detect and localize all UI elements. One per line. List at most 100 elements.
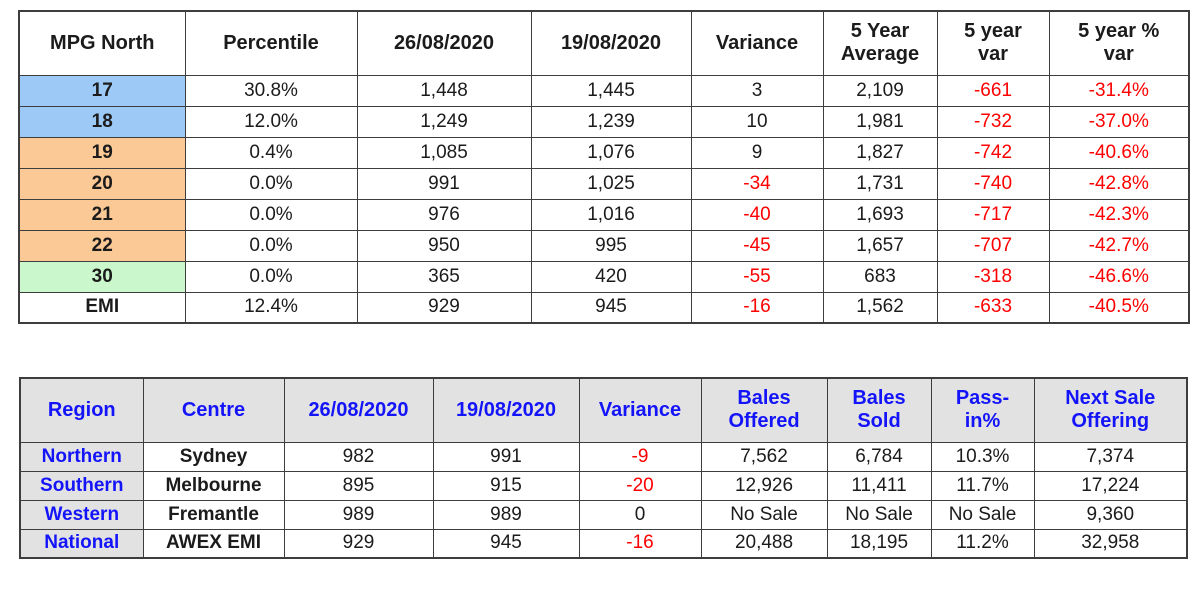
column-header-variance: Variance — [578, 377, 702, 443]
data-cell: 1,076 — [530, 136, 692, 169]
table-header-row: Region Centre 26/08/2020 19/08/2020 Vari… — [19, 377, 1188, 443]
column-header-bales-offered: Bales Offered — [700, 377, 828, 443]
column-header-date-current: 26/08/2020 — [283, 377, 434, 443]
data-cell: 7,374 — [1033, 441, 1188, 472]
data-cell: -707 — [936, 229, 1050, 262]
data-cell: 12.4% — [184, 291, 358, 324]
mpg-label: 18 — [18, 105, 186, 138]
data-cell: 365 — [356, 260, 532, 293]
column-header-centre: Centre — [142, 377, 285, 443]
data-cell: -42.8% — [1048, 167, 1190, 200]
data-cell: 1,657 — [822, 229, 938, 262]
data-cell: 10.3% — [930, 441, 1035, 472]
mpg-label: EMI — [18, 291, 186, 324]
table-row: 18 12.0% 1,249 1,239 10 1,981 -732 -37.0… — [18, 105, 1190, 138]
mpg-label: 17 — [18, 74, 186, 107]
column-header-date-previous: 19/08/2020 — [432, 377, 580, 443]
data-cell: 2,109 — [822, 74, 938, 107]
data-cell: 17,224 — [1033, 470, 1188, 501]
data-cell: 1,085 — [356, 136, 532, 169]
mpg-label: 22 — [18, 229, 186, 262]
data-cell: 1,249 — [356, 105, 532, 138]
data-cell: -16 — [578, 528, 702, 559]
data-cell: 11,411 — [826, 470, 932, 501]
data-cell: 10 — [690, 105, 824, 138]
data-cell: 3 — [690, 74, 824, 107]
data-cell: -740 — [936, 167, 1050, 200]
data-cell: 989 — [283, 499, 434, 530]
table-row: 22 0.0% 950 995 -45 1,657 -707 -42.7% — [18, 229, 1190, 262]
data-cell: -42.7% — [1048, 229, 1190, 262]
regional-summary-table: Region Centre 26/08/2020 19/08/2020 Vari… — [19, 377, 1188, 559]
column-header-5yr-var: 5 year var — [936, 10, 1050, 76]
data-cell: 929 — [283, 528, 434, 559]
data-cell: 0 — [578, 499, 702, 530]
table-row: 19 0.4% 1,085 1,076 9 1,827 -742 -40.6% — [18, 136, 1190, 169]
data-cell: -633 — [936, 291, 1050, 324]
column-header-mpg-north: MPG North — [18, 10, 186, 76]
data-cell: -742 — [936, 136, 1050, 169]
data-cell: -46.6% — [1048, 260, 1190, 293]
data-cell: 989 — [432, 499, 580, 530]
column-header-5yr-pct-var: 5 year % var — [1048, 10, 1190, 76]
column-header-5yr-average: 5 Year Average — [822, 10, 938, 76]
data-cell: 895 — [283, 470, 434, 501]
table-row: Northern Sydney 982 991 -9 7,562 6,784 1… — [19, 441, 1188, 472]
data-cell: 1,562 — [822, 291, 938, 324]
data-cell: 1,239 — [530, 105, 692, 138]
data-cell: No Sale — [826, 499, 932, 530]
data-cell: 991 — [356, 167, 532, 200]
data-cell: -42.3% — [1048, 198, 1190, 231]
data-cell: 1,025 — [530, 167, 692, 200]
data-cell: -40.6% — [1048, 136, 1190, 169]
data-cell: 18,195 — [826, 528, 932, 559]
region-label: National — [19, 528, 144, 559]
table-row: Southern Melbourne 895 915 -20 12,926 11… — [19, 470, 1188, 501]
column-header-next-sale-offering: Next Sale Offering — [1033, 377, 1188, 443]
data-cell: 915 — [432, 470, 580, 501]
table-row: EMI 12.4% 929 945 -16 1,562 -633 -40.5% — [18, 291, 1190, 324]
column-header-percentile: Percentile — [184, 10, 358, 76]
mpg-label: 19 — [18, 136, 186, 169]
data-cell: 420 — [530, 260, 692, 293]
data-cell: 32,958 — [1033, 528, 1188, 559]
table-row: 21 0.0% 976 1,016 -40 1,693 -717 -42.3% — [18, 198, 1190, 231]
data-cell: 6,784 — [826, 441, 932, 472]
data-cell: 683 — [822, 260, 938, 293]
data-cell: 1,731 — [822, 167, 938, 200]
data-cell: -9 — [578, 441, 702, 472]
column-header-variance: Variance — [690, 10, 824, 76]
data-cell: -732 — [936, 105, 1050, 138]
data-cell: 1,693 — [822, 198, 938, 231]
region-label: Southern — [19, 470, 144, 501]
data-cell: 991 — [432, 441, 580, 472]
mpg-north-table: MPG North Percentile 26/08/2020 19/08/20… — [18, 10, 1190, 324]
data-cell: 950 — [356, 229, 532, 262]
centre-label: Sydney — [142, 441, 285, 472]
data-cell: -318 — [936, 260, 1050, 293]
table-header-row: MPG North Percentile 26/08/2020 19/08/20… — [18, 10, 1190, 76]
table-row: 30 0.0% 365 420 -55 683 -318 -46.6% — [18, 260, 1190, 293]
data-cell: No Sale — [930, 499, 1035, 530]
data-cell: 0.0% — [184, 198, 358, 231]
data-cell: -717 — [936, 198, 1050, 231]
column-header-bales-sold: Bales Sold — [826, 377, 932, 443]
data-cell: 12,926 — [700, 470, 828, 501]
data-cell: -40.5% — [1048, 291, 1190, 324]
data-cell: 1,827 — [822, 136, 938, 169]
data-cell: 12.0% — [184, 105, 358, 138]
table-row: 17 30.8% 1,448 1,445 3 2,109 -661 -31.4% — [18, 74, 1190, 107]
mpg-label: 21 — [18, 198, 186, 231]
data-cell: -34 — [690, 167, 824, 200]
table-row: Western Fremantle 989 989 0 No Sale No S… — [19, 499, 1188, 530]
data-cell: 976 — [356, 198, 532, 231]
data-cell: 11.2% — [930, 528, 1035, 559]
data-cell: No Sale — [700, 499, 828, 530]
data-cell: 945 — [530, 291, 692, 324]
mpg-label: 20 — [18, 167, 186, 200]
data-cell: 11.7% — [930, 470, 1035, 501]
data-cell: -55 — [690, 260, 824, 293]
centre-label: Melbourne — [142, 470, 285, 501]
data-cell: 1,448 — [356, 74, 532, 107]
data-cell: 1,981 — [822, 105, 938, 138]
